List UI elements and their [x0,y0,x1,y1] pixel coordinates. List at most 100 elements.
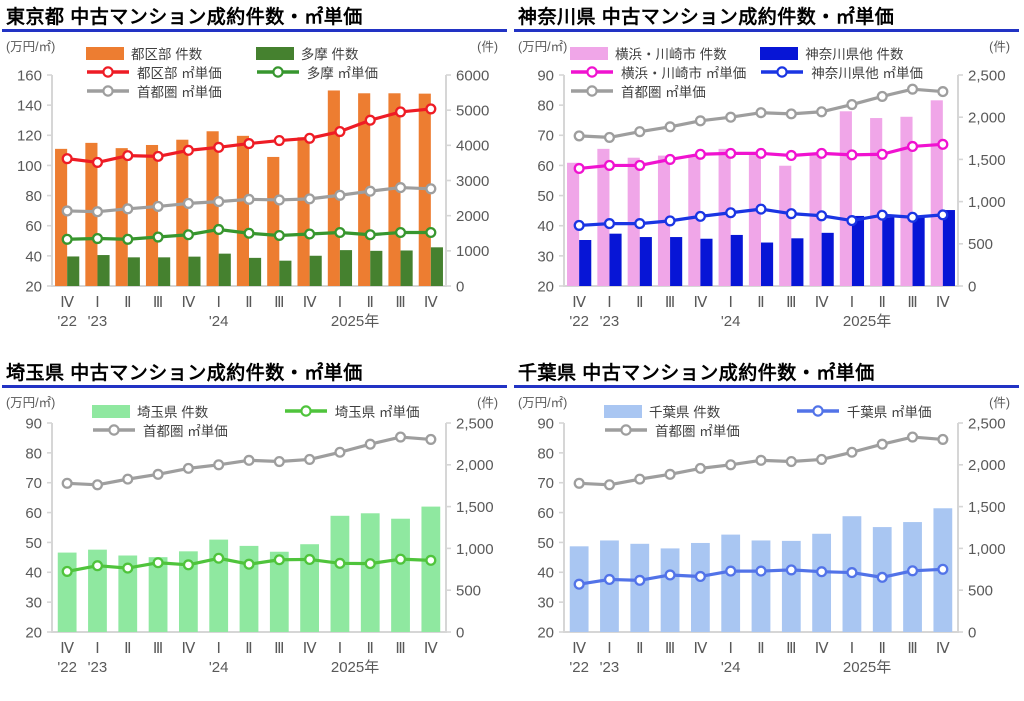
marker-chiba-s1 [725,459,737,471]
x-axis-quarter-label: Ⅳ [936,640,950,657]
left-axis-tick-label: 90 [25,415,42,432]
right-axis-tick-label: 2,000 [968,457,1006,474]
x-axis-quarter-label: Ⅳ [303,640,317,657]
legend-item: 埼玉県 ㎡単価 [284,402,420,420]
legend-label: 多摩 件数 [300,47,359,62]
x-axis-quarter-label: Ⅰ [95,294,99,311]
x-axis-year-label: 2025年 [843,313,891,330]
left-axis-tick-label: 30 [537,248,554,265]
left-axis-tick-label: 60 [537,158,554,175]
marker-chiba-s0 [816,566,828,578]
left-axis-tick-label: 70 [537,475,554,492]
marker-chiba-s0 [694,570,706,583]
marker-saitama-s1 [213,459,225,471]
left-axis-tick-label: 100 [17,158,42,175]
bar-tokyo-s1 [127,257,140,286]
bar-chiba-s0 [903,522,922,632]
bar-kanagawa-s0 [718,148,731,286]
x-axis-quarter-label: Ⅲ [274,294,284,311]
marker-tokyo-s0 [61,153,73,165]
bar-tokyo-s1 [218,253,231,286]
left-axis-unit: (万円/㎡) [6,396,56,410]
right-axis-tick-label: 1,000 [968,541,1006,558]
bar-tokyo-s1 [249,257,262,286]
marker-saitama-s1 [182,462,194,474]
x-axis-year-label: 2025年 [331,659,379,676]
bar-tokyo-s0 [236,135,249,286]
marker-kanagawa-s1 [755,203,767,215]
x-axis-quarter-label: Ⅳ [60,640,74,657]
marker-tokyo-s2 [122,203,134,215]
right-axis-tick-label: 500 [968,236,993,253]
marker-tokyo-s0 [122,150,134,162]
marker-saitama-s0 [213,552,225,564]
bar-saitama-s0 [88,549,107,632]
chart-canvas: 160 140 120 100 80 60 40 20 6000 5000 4000 3000 2000… [17,67,489,330]
bar-saitama-s0 [391,518,410,632]
x-axis-quarter-label: Ⅲ [153,640,163,657]
x-axis-year-label: 2025年 [843,659,891,676]
marker-kanagawa-s0 [846,149,858,161]
chart-canvas: 90 80 70 60 50 40 30 20 2,500 2,000 1,500 1,000 500 0… [537,415,1006,676]
x-axis-quarter-label: Ⅱ [879,294,886,311]
legend-item: 神奈川県他 件数 [760,44,923,62]
marker-chiba-s0 [573,578,585,590]
x-axis-quarter-label: Ⅲ [786,640,796,657]
marker-tokyo-s1 [364,229,376,241]
bar-kanagawa-s0 [839,111,852,287]
x-axis-year-label: '23 [600,659,620,676]
legend-bar-swatch [255,46,294,60]
marker-chiba-s1 [694,462,706,474]
marker-kanagawa-s2 [603,131,616,143]
left-axis-tick-label: 70 [25,475,42,492]
x-axis-quarter-label: Ⅳ [815,640,829,657]
x-axis-quarter-label: Ⅰ [728,640,732,657]
legend-item: 多摩 ㎡単価 [256,63,378,81]
marker-tokyo-s1 [394,226,407,239]
marker-chiba-s0 [634,574,646,586]
legend-bar-swatch [92,404,130,418]
right-axis-unit: (件) [989,40,1010,54]
x-axis-quarter-label: Ⅰ [607,294,611,311]
legend-bar-swatch [760,46,799,60]
left-axis-tick-label: 60 [537,505,554,522]
marker-kanagawa-s1 [694,210,706,222]
legend-line-swatch [761,66,804,78]
left-axis-tick-label: 40 [25,565,42,582]
marker-saitama-s1 [364,438,376,450]
right-axis-tick-label: 0 [456,624,464,641]
legend-line-swatch [256,66,299,78]
marker-saitama-s1 [91,479,104,491]
left-axis-tick-label: 20 [25,624,42,641]
x-axis-year-label: '22 [57,659,77,676]
left-axis-tick-label: 90 [537,415,554,432]
chart-panel-saitama: 埼玉県 中古マンション成約件数・㎡単価 (万円/㎡) (件) 埼玉県 件数 埼玉県… [0,356,512,701]
bar-kanagawa-s0 [900,116,913,286]
legend-item: 千葉県 ㎡単価 [796,402,932,420]
x-axis-quarter-label: Ⅰ [338,294,342,311]
x-axis-quarter-label: Ⅰ [850,640,854,657]
marker-tokyo-s0 [425,103,437,115]
bar-kanagawa-s0 [809,153,822,286]
marker-kanagawa-s0 [573,162,585,174]
legend-label: 都区部 件数 [131,47,203,62]
marker-kanagawa-s0 [755,147,767,159]
x-axis-quarter-label: Ⅱ [757,640,764,657]
right-axis-tick-label: 1,000 [456,541,494,558]
marker-tokyo-s1 [213,223,225,236]
marker-kanagawa-s2 [876,90,888,102]
bar-saitama-s0 [300,544,320,632]
bar-saitama-s0 [330,515,350,632]
x-axis-quarter-label: Ⅰ [95,640,99,657]
legend: 横浜・川崎市 件数 神奈川県他 件数 横浜・川崎市 ㎡単価 神奈川県他 ㎡単価 首都圏 … [570,44,923,100]
x-axis-quarter-label: Ⅰ [216,640,220,657]
bar-tokyo-s1 [339,250,353,286]
right-axis-tick-label: 2000 [456,208,489,225]
marker-tokyo-s1 [152,231,164,243]
left-axis-tick-label: 30 [25,595,42,612]
x-axis-quarter-label: Ⅳ [424,640,438,657]
left-axis-tick-label: 160 [17,67,42,84]
marker-saitama-s1 [61,477,73,489]
bar-tokyo-s1 [279,260,292,286]
marker-kanagawa-s2 [755,107,767,119]
